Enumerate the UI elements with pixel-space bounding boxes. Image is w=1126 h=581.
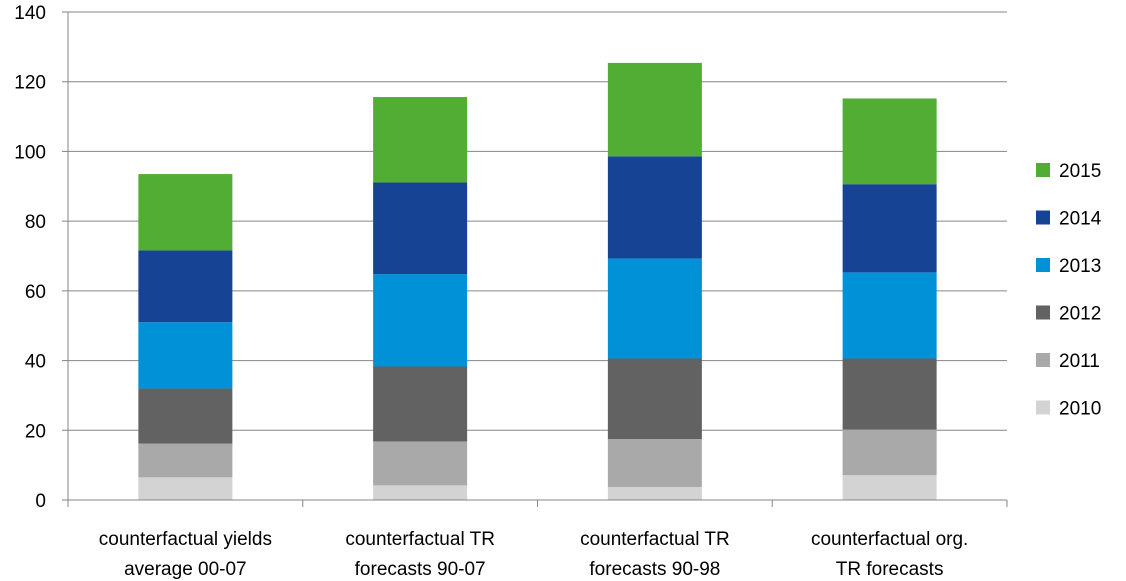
x-category-label: TR forecasts [836, 559, 944, 580]
legend-swatch-2013 [1036, 258, 1050, 272]
x-category-labels: counterfactual yields average 00-07 counte… [99, 529, 969, 580]
bar-segment-2013 [607, 258, 702, 359]
y-tick-label: 40 [25, 352, 46, 373]
x-category-label: counterfactual org. [811, 529, 968, 550]
y-tick-label: 140 [14, 3, 46, 24]
y-tick-labels: 0 20 40 60 80 100 120 140 [14, 3, 46, 512]
bar-segment-2010 [138, 477, 233, 500]
bar-segment-2014 [607, 156, 702, 259]
bar-segment-2014 [138, 250, 233, 323]
legend-swatch-2010 [1036, 400, 1050, 415]
legend-label-2014: 2014 [1059, 209, 1102, 230]
bar-segment-2013 [842, 272, 937, 359]
bar-segment-2010 [842, 475, 937, 500]
x-category-label: counterfactual yields [99, 529, 272, 550]
bar-segment-2015 [373, 97, 468, 183]
x-category-label: forecasts 90-07 [355, 559, 486, 580]
bar-segment-2012 [607, 358, 702, 439]
y-tick-label: 100 [14, 142, 46, 163]
legend-swatch-2014 [1036, 210, 1050, 225]
bar-segment-2014 [842, 184, 937, 273]
y-tick-label: 60 [25, 282, 46, 303]
bar-segment-2011 [607, 439, 702, 488]
y-tick-label: 80 [25, 212, 46, 233]
bar-segment-2015 [607, 62, 702, 157]
bar-segment-2010 [373, 485, 468, 500]
bar-segment-2013 [373, 274, 468, 367]
bar-segment-2012 [138, 388, 233, 444]
bar-segment-2012 [373, 366, 468, 442]
legend: 2015 2014 2013 2012 2011 2010 [1036, 161, 1102, 420]
axes [62, 11, 1008, 507]
bar-segment-2012 [842, 358, 937, 430]
bar-segment-2011 [842, 429, 937, 476]
legend-swatch-2011 [1036, 353, 1050, 367]
x-category-label: counterfactual TR [345, 529, 495, 550]
bar-segment-2011 [138, 443, 233, 478]
bars [138, 62, 937, 500]
x-category-label: counterfactual TR [580, 529, 730, 550]
legend-label-2015: 2015 [1059, 161, 1101, 182]
bar-segment-2015 [842, 98, 937, 185]
legend-label-2012: 2012 [1059, 304, 1101, 325]
legend-swatch-2012 [1036, 305, 1050, 320]
y-tick-label: 20 [25, 421, 46, 442]
legend-label-2013: 2013 [1059, 256, 1101, 277]
bar-segment-2011 [373, 441, 468, 486]
legend-label-2010: 2010 [1059, 399, 1101, 420]
y-tick-label: 0 [35, 491, 46, 512]
legend-label-2011: 2011 [1059, 351, 1100, 372]
x-category-label: forecasts 90-98 [589, 559, 720, 580]
bar-segment-2014 [373, 182, 468, 275]
x-category-label: average 00-07 [124, 559, 247, 580]
bar-segment-2010 [607, 487, 702, 500]
bar-segment-2015 [138, 174, 233, 251]
y-tick-label: 120 [14, 73, 46, 94]
legend-swatch-2015 [1036, 163, 1050, 177]
bar-segment-2013 [138, 322, 233, 389]
